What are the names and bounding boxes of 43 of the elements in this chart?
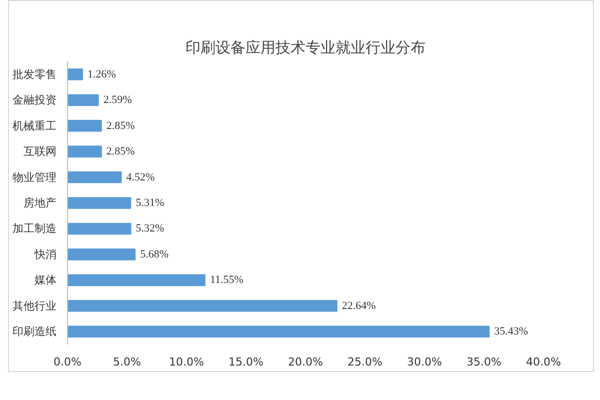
x-tick-label: 15.0%	[228, 356, 264, 368]
y-tick-label: 房地产	[24, 196, 56, 210]
y-tick-label: 金融投资	[12, 94, 56, 107]
data-label: 4.52%	[126, 171, 155, 184]
bar	[68, 274, 206, 286]
data-label: 22.64%	[342, 300, 376, 312]
bar	[68, 326, 490, 338]
data-label: 2.85%	[106, 146, 135, 158]
bar	[68, 248, 136, 260]
y-tick-label: 互联网	[24, 145, 56, 158]
bar	[68, 300, 338, 312]
data-label: 1.26%	[87, 68, 116, 80]
y-tick-label: 物业管理	[12, 170, 56, 184]
data-label: 5.31%	[136, 197, 164, 209]
bar	[68, 94, 99, 106]
y-tick-label: 媒体	[34, 274, 56, 287]
data-label: 5.68%	[140, 248, 169, 260]
y-tick-label: 加工制造	[12, 222, 56, 236]
y-tick-label: 批发零售	[12, 68, 56, 81]
bar	[68, 171, 122, 184]
data-label: 2.59%	[103, 94, 132, 106]
x-tick-label: 25.0%	[348, 356, 382, 368]
y-tick-label: 其他行业	[12, 299, 56, 312]
x-tick-label: 30.0%	[407, 356, 442, 368]
data-label: 5.32%	[136, 222, 164, 235]
chart-title: 印刷设备应用技术专业就业行业分布	[186, 38, 426, 56]
y-tick-label: 机械重工	[12, 119, 56, 132]
bar	[68, 120, 102, 132]
x-tick-label: 5.0%	[113, 356, 141, 368]
x-tick-label: 20.0%	[288, 356, 323, 368]
data-label: 35.43%	[494, 326, 528, 338]
x-tick-label: 10.0%	[169, 356, 204, 368]
bar	[68, 197, 132, 209]
y-tick-label: 印刷造纸	[12, 325, 56, 338]
x-tick-label: 35.0%	[466, 356, 502, 368]
y-tick-label: 快消	[34, 248, 56, 261]
bar	[68, 68, 83, 80]
data-label: 11.55%	[210, 274, 244, 286]
x-tick-label: 0.0%	[54, 356, 82, 368]
x-tick-label: 40.0%	[526, 356, 561, 368]
data-label: 2.85%	[106, 120, 135, 132]
bar	[68, 146, 102, 158]
bar	[68, 222, 132, 235]
